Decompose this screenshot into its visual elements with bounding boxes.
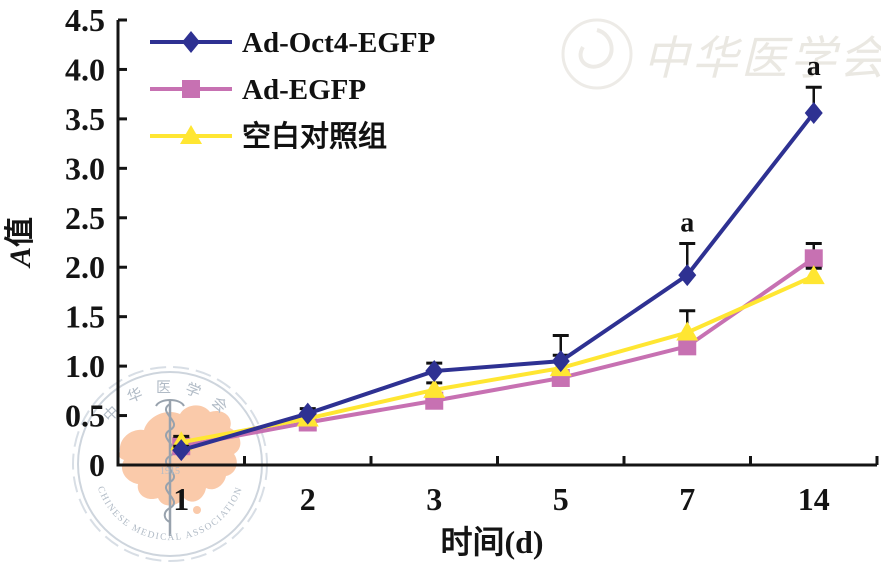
x-tick-label: 3 [426, 481, 442, 517]
legend-label: Ad-EGFP [242, 74, 366, 106]
x-tick-label: 14 [798, 481, 830, 517]
y-tick-label: 1.0 [65, 348, 105, 384]
marker-diamond-icon [551, 350, 570, 373]
legend-item: Ad-Oct4-EGFP [150, 27, 435, 59]
x-tick-label: 7 [679, 481, 695, 517]
watermark-calligraphy-text: 中华医学会 [643, 33, 881, 84]
y-tick-label: 2.5 [65, 200, 105, 236]
marker-triangle-icon [802, 265, 825, 285]
x-tick-label: 1 [173, 481, 189, 517]
significance-label: a [807, 51, 821, 82]
marker-triangle-icon [423, 378, 446, 398]
marker-diamond-icon [298, 402, 317, 425]
series-line [180, 256, 815, 449]
y-tick-label: 1.5 [65, 299, 105, 335]
legend-label: 空白对照组 [242, 119, 387, 153]
legend-item: 空白对照组 [150, 119, 387, 153]
axes [116, 20, 877, 467]
series-line [180, 111, 816, 453]
legend-item: Ad-EGFP [150, 74, 366, 106]
x-axis-title: 时间(d) [440, 524, 543, 560]
hainan-island-icon [193, 506, 201, 514]
marker-diamond-icon [804, 101, 823, 124]
y-axis-title-cjk: 值 [4, 217, 37, 247]
significance-label: a [680, 207, 694, 238]
watermark-seal-ring-icon [561, 18, 633, 90]
marker-triangle-icon [676, 321, 699, 341]
marker-diamond-icon [678, 264, 697, 287]
marker-diamond-icon [172, 439, 191, 462]
legend-marker-icon [182, 31, 200, 53]
marker-square-icon [804, 249, 823, 268]
y-tick-label: 0.5 [65, 398, 105, 434]
y-tick-label: 2.0 [65, 249, 105, 285]
series-triangle [170, 265, 825, 451]
marker-square-icon [678, 337, 697, 356]
x-tick-label: 2 [300, 481, 316, 517]
y-tick-label: 3.5 [65, 101, 105, 137]
watermark-calligraphy: 中华医学会 [561, 18, 881, 90]
y-tick-label: 3.0 [65, 150, 105, 186]
marker-diamond-icon [425, 360, 444, 383]
legend-label: Ad-Oct4-EGFP [242, 27, 435, 59]
series-diamond: aa [172, 51, 823, 462]
watermark-seal-swirl-icon [578, 28, 614, 69]
seal-year-text: 1915 [160, 466, 180, 477]
y-tick-label: 4.5 [65, 2, 105, 38]
series-line [180, 274, 815, 445]
legend-marker-icon [182, 80, 200, 98]
legend-marker-icon [180, 125, 202, 144]
caduceus-icon [155, 399, 185, 536]
y-axis-title-italic: A [4, 247, 37, 269]
y-axis-title: A值 [4, 217, 37, 269]
y-tick-label: 4.0 [65, 51, 105, 87]
y-tick-label: 0 [89, 447, 105, 483]
x-tick-label: 5 [553, 481, 569, 517]
plot-area: 00.51.01.52.02.53.03.54.04.51 2 3 5 7 14aaAd-… [65, 2, 879, 517]
